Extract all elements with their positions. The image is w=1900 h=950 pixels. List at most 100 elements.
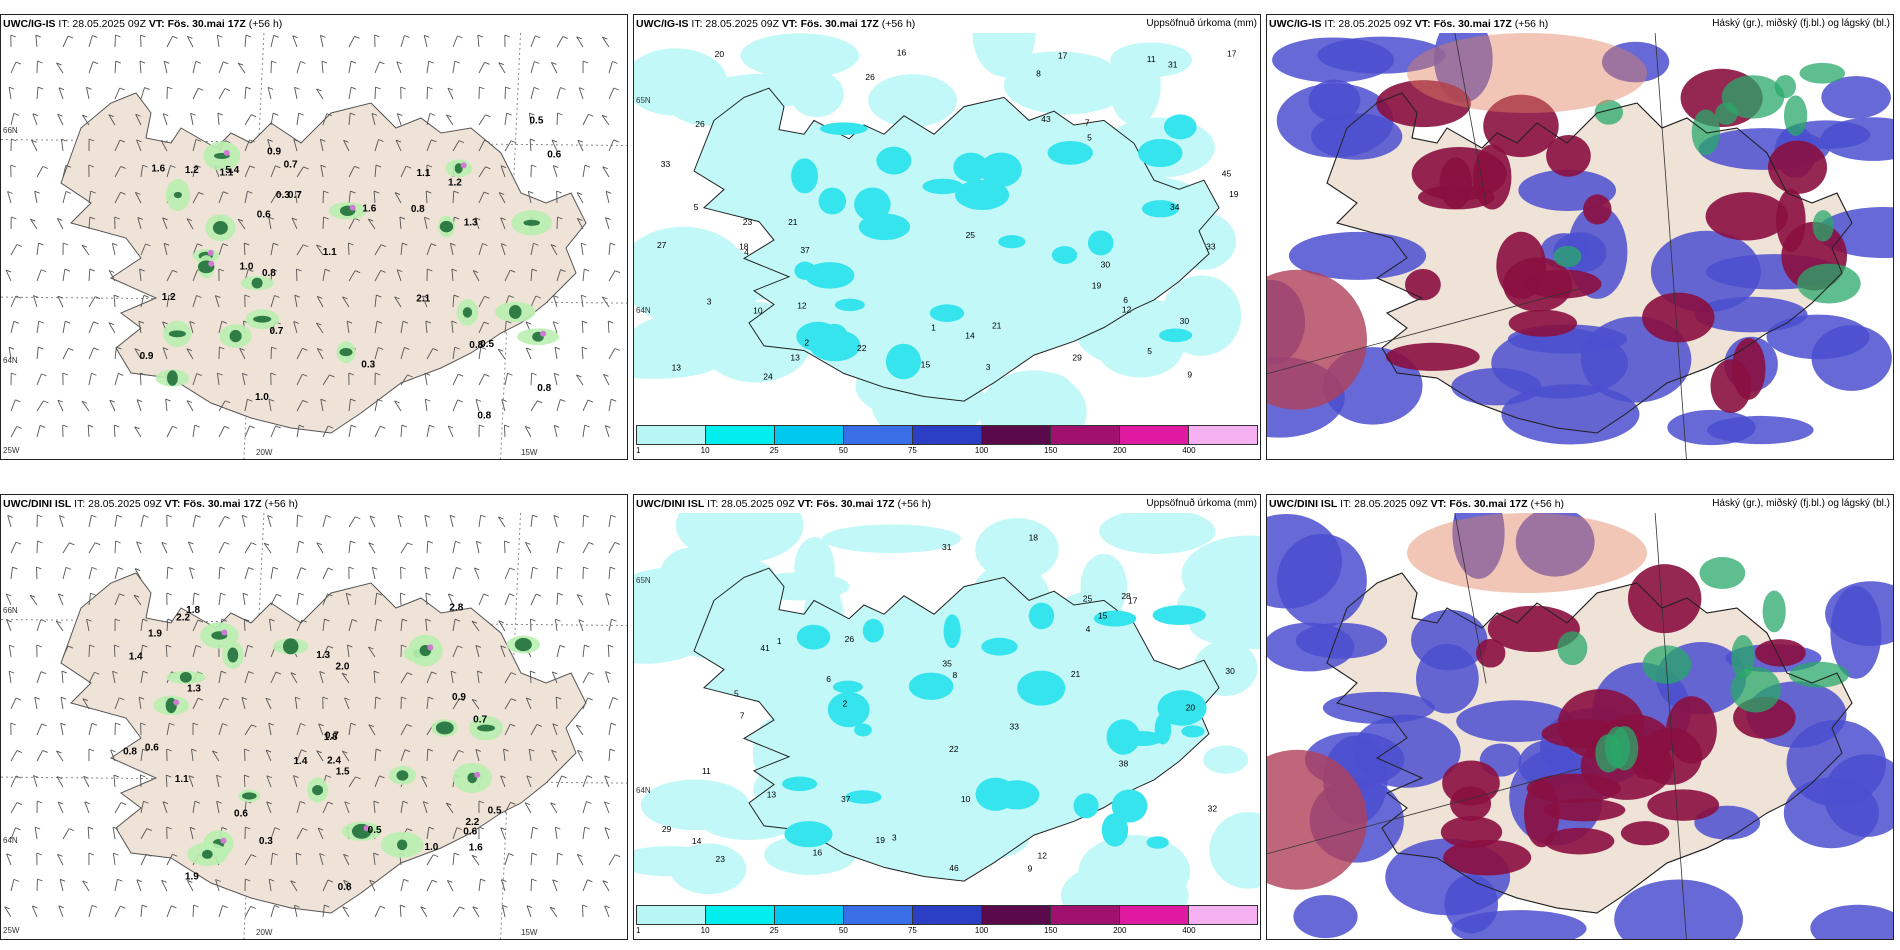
- wind-barb-feather: [602, 166, 608, 170]
- precip-area-heavy: [832, 680, 863, 694]
- wind-barb-feather: [140, 34, 146, 38]
- precip-value-label: 0.5: [368, 825, 382, 836]
- wind-barb: [296, 801, 301, 814]
- wind-barb-feather: [355, 516, 361, 520]
- wind-barb-feather: [190, 826, 196, 830]
- wind-barb: [371, 567, 376, 580]
- wind-barb-feather: [56, 62, 62, 66]
- wind-barb-feather: [145, 243, 151, 247]
- map-title: Háský (gr.), miðský (fj.bl.) og lágský (…: [1712, 18, 1890, 29]
- wind-barb-feather: [316, 542, 322, 546]
- wind-barb: [603, 374, 610, 386]
- colorbar-cell: [844, 906, 913, 924]
- wind-barb: [602, 166, 610, 178]
- wind-barb-feather: [58, 593, 64, 597]
- wind-barb: [292, 775, 298, 788]
- wind-barb: [139, 269, 142, 282]
- wind-barb: [10, 61, 17, 74]
- wind-barb-feather: [581, 294, 587, 298]
- wind-barb-feather: [88, 164, 94, 168]
- wind-barb-feather: [455, 540, 461, 544]
- accumulated-precip-value: 27: [657, 240, 667, 250]
- wind-barb-feather: [457, 35, 463, 39]
- mid-cloud: [1546, 134, 1591, 177]
- precip-value-label: 1.1: [219, 168, 233, 179]
- wind-barb-feather: [420, 906, 426, 910]
- wind-barb: [608, 243, 611, 256]
- wind-barb-feather: [222, 905, 228, 908]
- wind-barb-feather: [583, 566, 589, 570]
- wind-barb-feather: [456, 827, 463, 831]
- wind-barb: [161, 880, 168, 892]
- wind-barb-feather: [471, 620, 478, 624]
- wind-barb: [163, 243, 168, 256]
- wind-barb: [341, 672, 350, 684]
- wind-barb-feather: [368, 724, 374, 728]
- wind-barb: [374, 905, 381, 918]
- init-time: IT: 28.05.2025 09Z: [1340, 498, 1428, 510]
- wind-barb: [374, 619, 378, 632]
- wind-barb: [192, 295, 197, 308]
- precip-value-label: 1.3: [464, 217, 478, 228]
- low-cloud: [1830, 585, 1882, 679]
- wind-barb: [576, 192, 584, 204]
- wind-barb: [608, 697, 614, 710]
- wind-barb-feather: [354, 165, 360, 169]
- wind-barb-feather: [293, 321, 299, 324]
- colorbar-cell: [1120, 426, 1189, 444]
- wind-barb-feather: [526, 347, 532, 351]
- precip-area: [868, 74, 958, 127]
- wind-barb-feather: [371, 112, 378, 116]
- wind-barb-feather: [549, 906, 556, 910]
- precip-value-label: 1.0: [255, 392, 269, 403]
- wind-barb-feather: [584, 268, 590, 272]
- wind-barb-feather: [81, 400, 88, 404]
- wind-barb-feather: [297, 514, 303, 518]
- wind-barb: [268, 399, 272, 412]
- precip-value-label: 1.0: [240, 262, 254, 273]
- wind-barb-feather: [614, 542, 620, 545]
- wind-barb: [504, 853, 510, 866]
- colorbar-ticks: 1 10 25 50 75 100 150 200 400: [636, 445, 1258, 457]
- precip-value-label: 0.7: [288, 190, 302, 201]
- wind-barb: [218, 697, 225, 710]
- wind-barb: [139, 774, 142, 788]
- wind-barb: [582, 542, 590, 554]
- precip-value-label: 1.9: [148, 629, 162, 640]
- wind-map: 0.8 1.1 0.8 1.3 0.7 1.0 0.5 0.6 0.8 1.2 0.7 0.3 1.6 0…: [1, 33, 627, 459]
- wind-barb: [136, 541, 142, 554]
- wind-barb: [218, 243, 224, 256]
- wind-barb: [322, 801, 329, 814]
- wind-barb-feather: [526, 775, 532, 779]
- wind-barb-feather: [15, 697, 22, 701]
- wind-barb-feather: [248, 567, 254, 570]
- wind-barb-feather: [114, 424, 120, 428]
- wind-barb-feather: [113, 294, 120, 298]
- wind-barb-feather: [10, 34, 16, 38]
- wind-barb-feather: [10, 164, 16, 168]
- wind-barb-feather: [400, 592, 406, 596]
- wind-barb: [451, 269, 454, 282]
- wind-barb: [452, 853, 455, 866]
- wind-barb-feather: [93, 321, 99, 325]
- wind-barb: [218, 593, 222, 606]
- wind-barb: [554, 619, 558, 632]
- heavy-precip-patch: [212, 220, 228, 235]
- wind-barb: [296, 425, 300, 438]
- longitude-label: 15W: [521, 928, 538, 937]
- wind-barb: [62, 645, 69, 658]
- wind-barb-feather: [301, 749, 307, 753]
- wind-barb: [322, 216, 324, 230]
- wind-barb: [578, 87, 584, 100]
- latitude-label: 64N: [636, 786, 651, 795]
- wind-barb-feather: [506, 320, 512, 324]
- wind-barb: [400, 425, 403, 438]
- wind-barb-feather: [373, 190, 380, 194]
- wind-barb-feather: [576, 724, 582, 728]
- precip-value-label: 0.5: [480, 339, 494, 350]
- wind-barb-feather: [350, 424, 357, 428]
- precip-area-heavy: [827, 691, 870, 728]
- wind-barb-feather: [91, 566, 98, 570]
- wind-barb-feather: [507, 372, 513, 376]
- accumulated-precip-value: 9: [1028, 864, 1033, 874]
